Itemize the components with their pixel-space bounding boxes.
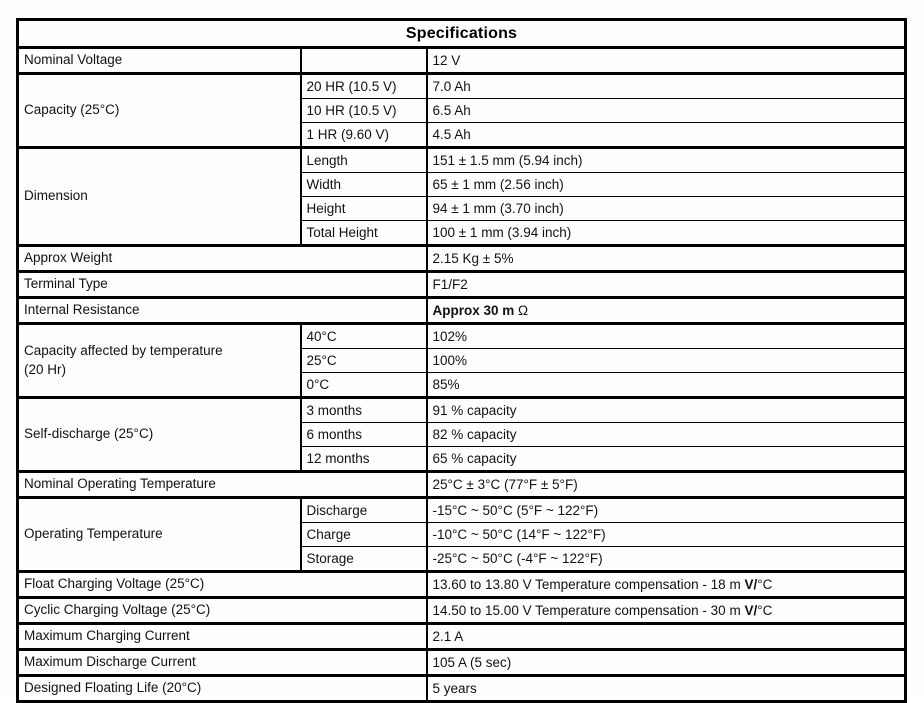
- spec-row: Operating Temperature Discharge -15°C ~ 50…: [17, 497, 906, 573]
- spec-value: 65 % capacity: [425, 446, 906, 473]
- spec-value: 85%: [425, 372, 906, 399]
- spec-condition: Total Height: [299, 220, 427, 247]
- spec-condition: [299, 47, 427, 75]
- spec-row: Charge -10°C ~ 50°C (14°F ~ 122°F): [18, 522, 906, 547]
- spec-row: Self-discharge (25°C) 3 months 91 % capaci…: [17, 397, 906, 473]
- spec-label: Capacity (25°C): [17, 73, 301, 149]
- spec-value: -10°C ~ 50°C (14°F ~ 122°F): [425, 522, 906, 547]
- spec-condition: 0°C: [299, 372, 427, 399]
- spec-value: 5 years: [425, 675, 906, 703]
- spec-row: Maximum Discharge Current 105 A (5 sec): [17, 649, 906, 677]
- spec-condition: 20 HR (10.5 V): [299, 73, 427, 99]
- spec-value: 151 ± 1.5 mm (5.94 inch): [425, 147, 906, 173]
- spec-condition: Width: [299, 172, 427, 197]
- spec-row: Storage -25°C ~ 50°C (-4°F ~ 122°F): [18, 546, 906, 573]
- spec-label: Approx Weight: [17, 245, 427, 273]
- spec-value-bold-segment: V/: [744, 577, 758, 592]
- table-title: Specifications: [17, 19, 906, 49]
- spec-row: Internal Resistance Approx 30 m Ω: [17, 297, 906, 325]
- spec-value-bold-segment: V/: [744, 603, 758, 618]
- spec-label: Self-discharge (25°C): [17, 397, 301, 473]
- spec-condition: 40°C: [299, 323, 427, 349]
- spec-value-segment: Ω: [514, 303, 529, 318]
- spec-value: 6.5 Ah: [425, 98, 906, 123]
- spec-value-segment: 14.50 to 15.00 V Temperature compensatio…: [432, 603, 745, 618]
- spec-row: Designed Floating Life (20°C) 5 years: [17, 675, 906, 703]
- spec-row: Maximum Charging Current 2.1 A: [17, 623, 906, 651]
- spec-row: 1 HR (9.60 V) 4.5 Ah: [18, 122, 906, 149]
- spec-condition: Storage: [299, 546, 427, 573]
- spec-value: 14.50 to 15.00 V Temperature compensatio…: [425, 597, 906, 625]
- spec-value: 100%: [425, 348, 906, 373]
- spec-label: Capacity affected by temperature (20 Hr): [17, 323, 301, 399]
- spec-label: Maximum Charging Current: [17, 623, 427, 651]
- title-row: Specifications: [17, 19, 906, 49]
- spec-condition: Charge: [299, 522, 427, 547]
- spec-label: Operating Temperature: [17, 497, 301, 573]
- spec-value: 94 ± 1 mm (3.70 inch): [425, 196, 906, 221]
- spec-row: Total Height 100 ± 1 mm (3.94 inch): [18, 220, 906, 247]
- spec-value: 2.15 Kg ± 5%: [425, 245, 906, 273]
- spec-value: -25°C ~ 50°C (-4°F ~ 122°F): [425, 546, 906, 573]
- spec-condition: Discharge: [299, 497, 427, 523]
- spec-value: 7.0 Ah: [425, 73, 906, 99]
- spec-value: 13.60 to 13.80 V Temperature compensatio…: [425, 571, 906, 599]
- spec-label: Internal Resistance: [17, 297, 427, 325]
- spec-table-body: Nominal Voltage 12 V Capacity (25°C) 20 HR …: [17, 47, 906, 703]
- spec-row: 25°C 100%: [18, 348, 906, 373]
- spec-value: 25°C ± 3°C (77°F ± 5°F): [425, 471, 906, 499]
- spec-row: 6 months 82 % capacity: [18, 422, 906, 447]
- spec-label: Terminal Type: [17, 271, 427, 299]
- spec-value: 102%: [425, 323, 906, 349]
- spec-condition: Length: [299, 147, 427, 173]
- spec-value: F1/F2: [425, 271, 906, 299]
- spec-value: Approx 30 m Ω: [425, 297, 906, 325]
- spec-row: Capacity (25°C) 20 HR (10.5 V) 7.0 Ah: [17, 73, 906, 149]
- spec-row: Approx Weight 2.15 Kg ± 5%: [17, 245, 906, 273]
- spec-row: Float Charging Voltage (25°C) 13.60 to 13…: [17, 571, 906, 599]
- spec-row: Capacity affected by temperature (20 Hr) 4…: [17, 323, 906, 399]
- spec-row: Nominal Operating Temperature 25°C ± 3°C …: [17, 471, 906, 499]
- spec-condition: 1 HR (9.60 V): [299, 122, 427, 149]
- spec-label: Maximum Discharge Current: [17, 649, 427, 677]
- spec-value-segment: °C: [757, 577, 773, 592]
- spec-value: 12 V: [425, 47, 906, 75]
- spec-row: Terminal Type F1/F2: [17, 271, 906, 299]
- spec-row: Nominal Voltage 12 V: [17, 47, 906, 75]
- spec-condition: Height: [299, 196, 427, 221]
- spec-row: Width 65 ± 1 mm (2.56 inch): [18, 172, 906, 197]
- spec-label: Float Charging Voltage (25°C): [17, 571, 427, 599]
- spec-value: 2.1 A: [425, 623, 906, 651]
- spec-label: Nominal Operating Temperature: [17, 471, 427, 499]
- spec-value: 65 ± 1 mm (2.56 inch): [425, 172, 906, 197]
- spec-value-bold-segment: Approx 30 m: [432, 303, 515, 318]
- spec-label: Nominal Voltage: [17, 47, 301, 75]
- spec-row: 12 months 65 % capacity: [18, 446, 906, 473]
- spec-value-segment: °C: [757, 603, 773, 618]
- spec-row: Cyclic Charging Voltage (25°C) 14.50 to 1…: [17, 597, 906, 625]
- spec-value: 4.5 Ah: [425, 122, 906, 149]
- spec-condition: 10 HR (10.5 V): [299, 98, 427, 123]
- specifications-table: Specifications Nominal Voltage 12 V Capaci…: [16, 18, 907, 703]
- spec-row: Height 94 ± 1 mm (3.70 inch): [18, 196, 906, 221]
- spec-value: 82 % capacity: [425, 422, 906, 447]
- spec-row: 0°C 85%: [18, 372, 906, 399]
- spec-condition: 12 months: [299, 446, 427, 473]
- spec-value-segment: 13.60 to 13.80 V Temperature compensatio…: [432, 577, 745, 592]
- spec-value: 91 % capacity: [425, 397, 906, 423]
- spec-row: Dimension Length 151 ± 1.5 mm (5.94 inch): [17, 147, 906, 247]
- spec-label: Cyclic Charging Voltage (25°C): [17, 597, 427, 625]
- spec-value: -15°C ~ 50°C (5°F ~ 122°F): [425, 497, 906, 523]
- spec-condition: 3 months: [299, 397, 427, 423]
- spec-row: 10 HR (10.5 V) 6.5 Ah: [18, 98, 906, 123]
- spec-label: Dimension: [17, 147, 301, 247]
- spec-label: Designed Floating Life (20°C): [17, 675, 427, 703]
- spec-value: 105 A (5 sec): [425, 649, 906, 677]
- spec-condition: 6 months: [299, 422, 427, 447]
- spec-condition: 25°C: [299, 348, 427, 373]
- spec-value: 100 ± 1 mm (3.94 inch): [425, 220, 906, 247]
